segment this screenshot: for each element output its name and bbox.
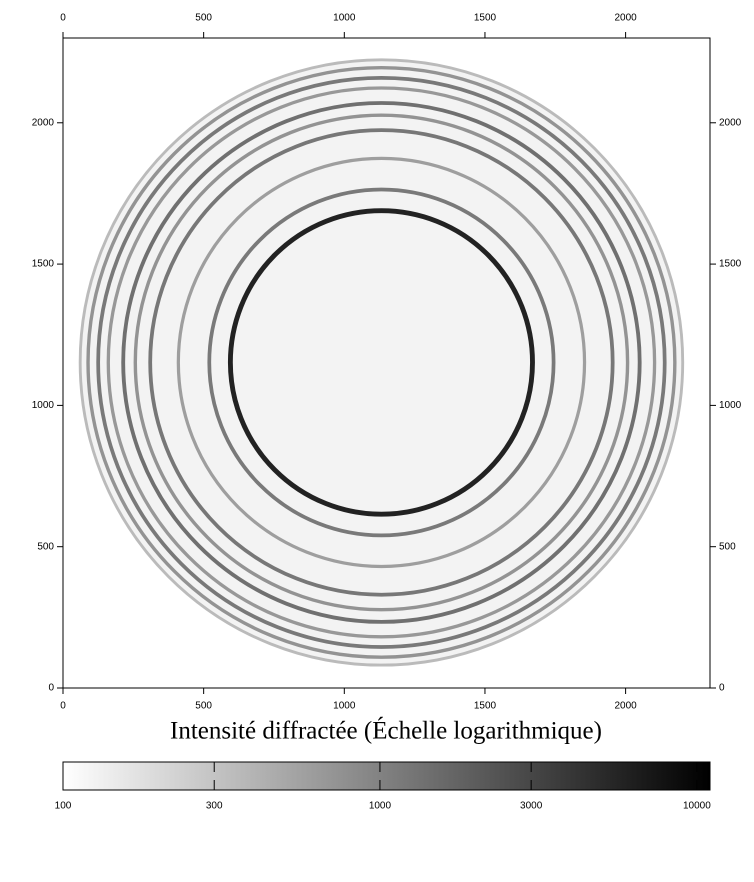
x-tick-label: 0 (60, 701, 66, 712)
y-tick-label: 500 (37, 541, 54, 552)
diffraction-ring (227, 208, 535, 517)
image (78, 58, 685, 667)
x-tick-label: 500 (195, 13, 212, 24)
diffraction-ring (86, 65, 677, 659)
colorbar-tick-label: 1000 (369, 801, 392, 812)
diffraction-ring (148, 128, 615, 597)
colorbar-title: Intensité diffractée (Échelle logarithmi… (170, 717, 602, 745)
y-tick-label: 0 (48, 683, 54, 694)
diffraction-ring (121, 101, 642, 624)
x-tick-label: 0 (60, 13, 66, 24)
colorbar-tick-label: 100 (55, 801, 72, 812)
colorbar-tick-label: 300 (206, 801, 223, 812)
y-tick-label: 2000 (32, 117, 55, 128)
diffraction-ring (176, 156, 587, 569)
colorbar-tick-label: 3000 (520, 801, 543, 812)
x-tick-label: 1500 (474, 701, 497, 712)
diffraction-ring (78, 58, 685, 667)
y-tick-label: 1500 (32, 259, 55, 270)
diffraction-ring (207, 187, 556, 538)
y-tick-label: 1000 (719, 400, 742, 411)
y-tick-label: 500 (719, 541, 736, 552)
y-tick-label: 1500 (719, 259, 742, 270)
diffraction-ring (96, 75, 667, 649)
x-tick-label: 2000 (614, 701, 637, 712)
x-tick-label: 500 (195, 701, 212, 712)
x-tick-label: 1000 (333, 701, 356, 712)
x-tick-label: 2000 (614, 13, 637, 24)
y-tick-label: 0 (719, 683, 725, 694)
colorbar-tick-label: 10000 (683, 801, 711, 812)
y-tick-label: 2000 (719, 117, 742, 128)
y-tick-label: 1000 (32, 400, 55, 411)
x-tick-label: 1500 (474, 13, 497, 24)
x-tick-label: 1000 (333, 13, 356, 24)
colorbar (62, 761, 711, 791)
detector-disc (80, 59, 683, 666)
diffraction-ring (133, 113, 630, 612)
diffraction-ring (106, 86, 657, 639)
